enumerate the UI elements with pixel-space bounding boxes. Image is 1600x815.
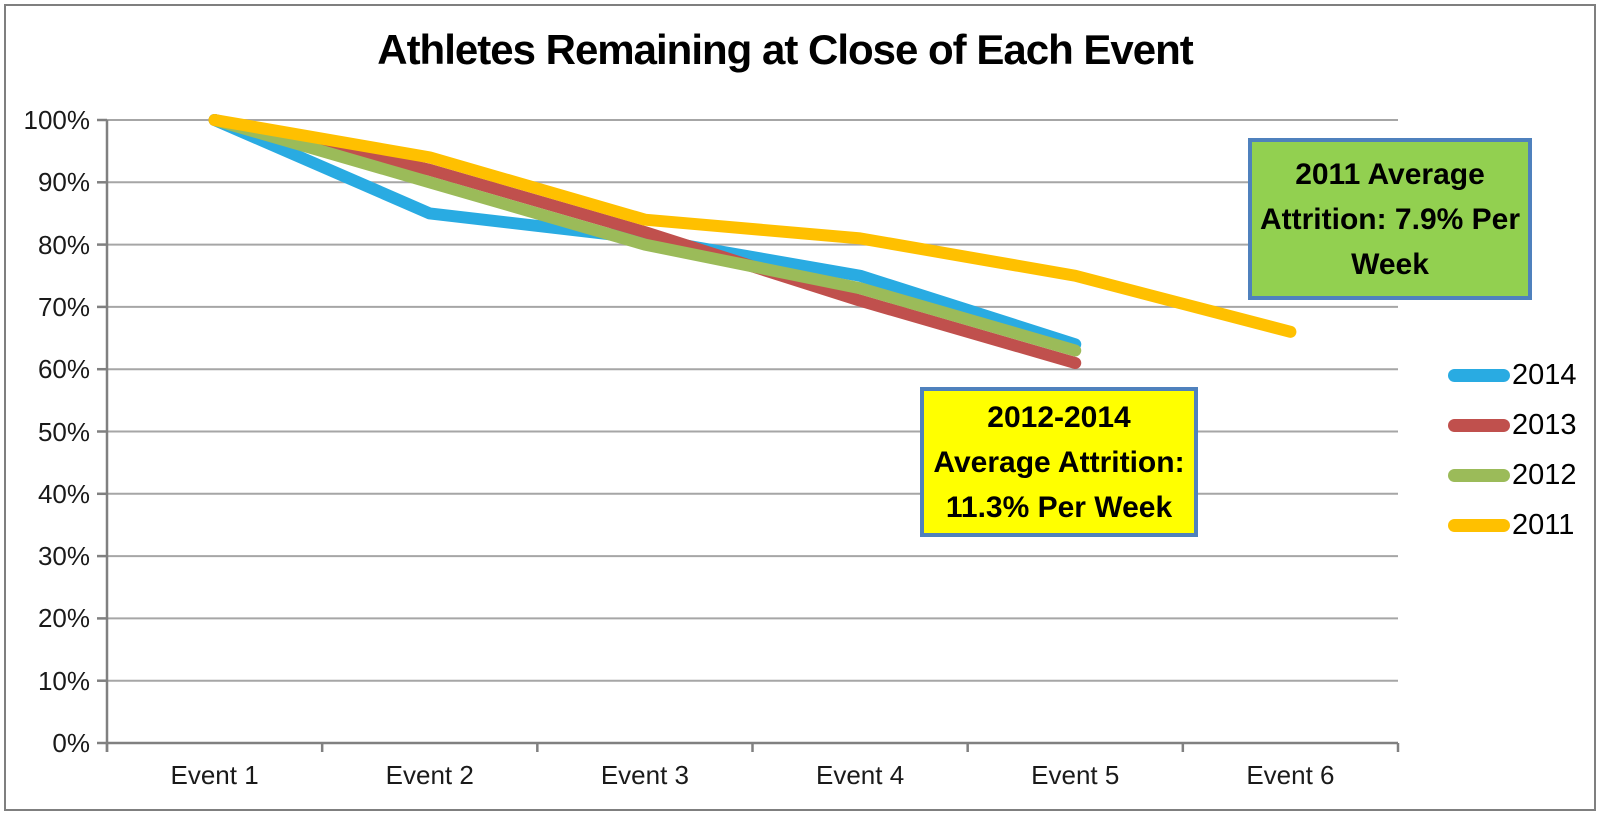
legend-item-2013: 2013 [1448,400,1577,450]
y-axis-tick-label: 80% [37,229,90,260]
x-axis-category-label: Event 5 [1031,760,1120,790]
legend-item-2011: 2011 [1448,500,1577,550]
chart-title: Athletes Remaining at Close of Each Even… [377,26,1194,73]
x-axis-category-label: Event 2 [385,760,474,790]
legend-label: 2012 [1512,458,1577,491]
chart-legend: 2014 2013 2012 2011 [1448,350,1577,550]
y-axis-tick-label: 30% [37,541,90,572]
y-axis-tick-label: 40% [37,478,90,509]
series-line-2012 [208,114,1082,357]
legend-swatch-2012 [1448,468,1510,482]
annotation-line: Week [1351,247,1429,281]
series-line-2013 [208,114,1082,369]
y-axis-tick-label: 50% [37,416,90,447]
x-axis-category-label: Event 3 [600,760,689,790]
y-axis-tick-label: 90% [37,167,90,198]
annotation-2011-attrition: 2011 Average Attrition: 7.9% Per Week [1248,138,1532,300]
legend-swatch-2013 [1448,418,1510,432]
x-axis-category-label: Event 6 [1246,760,1335,790]
legend-label: 2014 [1512,358,1577,391]
annotation-line: Attrition: 7.9% Per [1259,202,1521,236]
legend-label: 2013 [1512,408,1577,441]
y-axis-tick-label: 100% [23,105,91,135]
y-axis-tick-label: 0% [52,728,90,758]
legend-item-2012: 2012 [1448,450,1577,500]
x-axis-category-label: Event 1 [170,760,259,790]
annotation-line: 2012-2014 [987,400,1131,434]
legend-swatch-2011 [1448,518,1510,532]
x-axis-category-label: Event 4 [815,760,905,790]
legend-item-2014: 2014 [1448,350,1577,400]
y-axis-tick-label: 10% [37,665,90,696]
annotation-line: 2011 Average [1295,157,1485,191]
annotation-line: Average Attrition: [933,445,1185,479]
annotation-2012-2014-attrition: 2012-2014 Average Attrition: 11.3% Per W… [920,387,1198,537]
y-axis-tick-label: 20% [37,603,90,634]
y-axis-tick-label: 60% [37,354,90,385]
series-line-2011 [208,114,1297,338]
annotation-line: 11.3% Per Week [945,490,1173,524]
y-axis-tick-label: 70% [37,291,90,322]
legend-swatch-2014 [1448,368,1510,382]
legend-label: 2011 [1512,508,1575,541]
